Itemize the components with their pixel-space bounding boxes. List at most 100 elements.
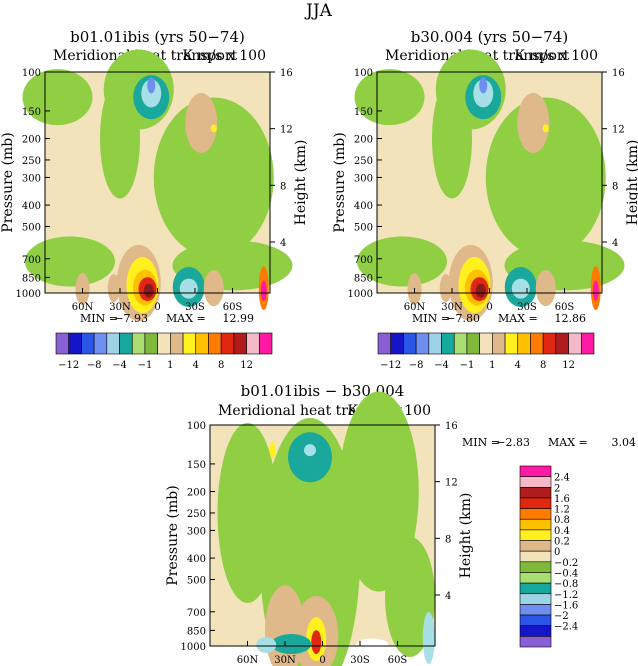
y-tick-label: 500 (354, 222, 373, 233)
y-right-tick-label: 8 (612, 181, 618, 192)
colorbar-label: −0.4 (554, 568, 578, 579)
colorbar: 2.421.61.20.80.40.20−0.2−0.4−0.8−1.2−1.6… (519, 465, 578, 648)
min-label: MIN = (80, 312, 118, 325)
colorbar-label: 1.2 (554, 505, 570, 516)
y-tick-label: 400 (22, 201, 41, 212)
contour-region (141, 79, 162, 108)
colorbar-swatch (555, 332, 569, 355)
y-right-tick-label: 16 (612, 68, 625, 79)
contour-region (357, 236, 447, 287)
colorbar-swatch (479, 332, 493, 355)
y-axis-label: Pressure (mb) (165, 485, 181, 585)
y-tick-label: 1000 (348, 289, 373, 300)
y-tick-label: 400 (354, 201, 373, 212)
colorbar-label: 0.2 (554, 537, 570, 548)
x-tick-label: 30N (441, 302, 463, 313)
x-tick-label: 0 (154, 302, 160, 313)
contour-region (592, 280, 599, 301)
colorbar-swatch (246, 332, 260, 355)
colorbar-swatch (519, 476, 552, 488)
colorbar-label: −4 (434, 360, 449, 371)
x-tick-label: 30N (109, 302, 131, 313)
min-label: MIN = (462, 436, 500, 449)
y-right-tick-label: 16 (280, 68, 293, 79)
y-tick-label: 100 (354, 68, 373, 79)
contour-region (210, 124, 217, 133)
y-axis-label: Pressure (mb) (0, 132, 16, 232)
contour-region (288, 432, 332, 483)
y-tick-label: 850 (187, 626, 206, 637)
max-label: MAX = (498, 312, 538, 325)
x-tick-label: 60N (237, 655, 259, 666)
contour-region (535, 270, 556, 307)
colorbar-label: 4 (193, 360, 199, 371)
x-tick-label: 60S (388, 655, 408, 666)
y-right-tick-label: 4 (612, 238, 618, 249)
contour-region (185, 92, 218, 153)
panel-title: b30.004 (yrs 50−74) (411, 28, 568, 46)
panels: b01.01ibis (yrs 50−74)Meridional heat tr… (0, 28, 638, 666)
y-tick-label: 500 (187, 575, 206, 586)
contour-region (22, 69, 93, 126)
y-tick-label: 150 (187, 460, 206, 471)
colorbar-label: 12 (240, 360, 253, 371)
colorbar-label: −1.6 (554, 600, 578, 611)
y-tick-label: 200 (354, 135, 373, 146)
y-tick-label: 400 (187, 554, 206, 565)
colorbar: −12 −8 −4 −1 1 4 8 12 (55, 332, 273, 371)
colorbar-label: 2 (554, 483, 560, 494)
x-tick-label: 60S (223, 302, 243, 313)
contour-region (107, 274, 120, 303)
y-right-tick-label: 8 (445, 534, 451, 545)
y-tick-label: 700 (354, 255, 373, 266)
colorbar-swatch (81, 332, 95, 355)
colorbar-swatch (519, 508, 552, 520)
x-tick-label: 30S (517, 302, 537, 313)
min-value: −2.83 (496, 436, 530, 449)
colorbar-label: −4 (112, 360, 127, 371)
colorbar-swatch (519, 604, 552, 616)
colorbar-swatch (519, 593, 552, 605)
contour-region (385, 536, 435, 657)
figure-title: JJA (304, 1, 333, 21)
y-axis-label: Pressure (mb) (332, 132, 348, 232)
y-right-tick-label: 8 (280, 181, 286, 192)
colorbar-swatch (519, 518, 552, 531)
max-label: MAX = (548, 436, 588, 449)
x-tick-label: 60N (404, 302, 426, 313)
colorbar-label: 0.8 (554, 515, 570, 526)
colorbar-swatch (441, 332, 455, 355)
y-tick-label: 150 (22, 107, 41, 118)
min-label: MIN = (412, 312, 450, 325)
y-tick-label: 200 (22, 135, 41, 146)
contour-region (338, 391, 419, 592)
y-right-tick-label: 4 (445, 591, 451, 602)
contour-region (153, 97, 274, 258)
colorbar-swatch (519, 561, 552, 573)
colorbar: −12 −8 −4 −1 1 4 8 12 (377, 332, 595, 371)
colorbar-label: −12 (58, 360, 79, 371)
colorbar-swatch (519, 625, 552, 637)
colorbar-label: 8 (540, 360, 546, 371)
colorbar-swatch (390, 332, 404, 355)
contour-region (439, 274, 452, 303)
colorbar-swatch (68, 332, 82, 355)
y-tick-label: 300 (187, 526, 206, 537)
colorbar-swatch (93, 332, 108, 355)
colorbar-label: −1.2 (554, 590, 578, 601)
y-tick-label: 850 (22, 273, 41, 284)
x-tick-label: 60S (555, 302, 575, 313)
y-tick-label: 700 (187, 608, 206, 619)
colorbar-swatch (157, 332, 171, 355)
min-value: −7.93 (114, 312, 148, 325)
y-tick-label: 100 (187, 421, 206, 432)
colorbar-swatch (568, 332, 582, 355)
y-tick-label: 1000 (181, 642, 206, 653)
y-tick-label: 1000 (16, 289, 41, 300)
panel-title: b01.01ibis (yrs 50−74) (70, 28, 245, 46)
contour-region (354, 69, 425, 126)
contour-region (203, 270, 224, 307)
colorbar-swatch (504, 332, 519, 355)
contour-region (260, 280, 267, 301)
